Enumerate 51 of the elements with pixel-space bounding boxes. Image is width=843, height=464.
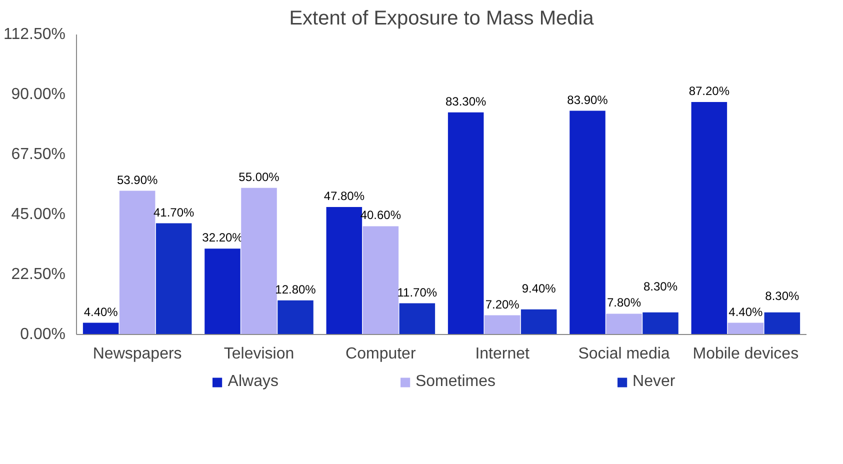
data-label: 8.30% bbox=[765, 288, 800, 303]
bar bbox=[399, 303, 436, 334]
bar bbox=[728, 322, 764, 334]
bar bbox=[606, 314, 642, 334]
bar bbox=[362, 226, 399, 334]
data-label: 87.20% bbox=[688, 84, 730, 98]
x-tick-label: Computer bbox=[346, 346, 416, 362]
y-tick-label: 112.50% bbox=[4, 26, 66, 43]
data-label: 12.80% bbox=[275, 282, 316, 296]
bar bbox=[156, 223, 192, 334]
bar bbox=[241, 188, 277, 334]
data-label: 4.40% bbox=[728, 304, 764, 319]
bar bbox=[448, 112, 484, 334]
bar bbox=[764, 312, 800, 334]
data-label: 53.90% bbox=[116, 172, 158, 187]
data-label: 55.00% bbox=[238, 170, 280, 184]
data-label: 32.20% bbox=[202, 230, 244, 245]
x-tick-label: Newspapers bbox=[92, 346, 182, 362]
data-label: 41.70% bbox=[153, 205, 195, 220]
legend-label: Always bbox=[228, 373, 278, 391]
data-label: 7.80% bbox=[606, 296, 642, 310]
bar bbox=[326, 207, 362, 334]
data-label: 47.80% bbox=[324, 189, 365, 204]
legend-label: Never bbox=[632, 373, 676, 391]
x-tick-label: Social media bbox=[578, 346, 670, 362]
y-tick-label: 67.50% bbox=[11, 146, 66, 163]
x-tick-label: Internet bbox=[475, 346, 530, 362]
data-label: 8.30% bbox=[643, 280, 678, 294]
bar bbox=[520, 309, 557, 334]
data-label: 83.90% bbox=[567, 92, 608, 107]
bar bbox=[204, 248, 240, 334]
x-tick-label: Mobile devices bbox=[692, 346, 799, 362]
y-tick-label: 22.50% bbox=[11, 266, 66, 283]
data-label: 9.40% bbox=[522, 281, 556, 296]
y-tick-label: 90.00% bbox=[11, 86, 66, 103]
bar bbox=[642, 312, 678, 334]
chart-title: Extent of Exposure to Mass Media bbox=[289, 8, 595, 30]
y-tick-label: 0.00% bbox=[20, 326, 66, 343]
bar bbox=[278, 300, 314, 334]
bar bbox=[691, 102, 728, 334]
legend-label: Sometimes bbox=[415, 373, 496, 391]
data-label: 11.70% bbox=[397, 285, 438, 300]
bar bbox=[82, 322, 119, 334]
data-label: 83.30% bbox=[445, 94, 487, 108]
y-tick-label: 45.00% bbox=[11, 206, 66, 223]
bar bbox=[570, 110, 606, 334]
data-label: 4.40% bbox=[84, 304, 118, 319]
bar bbox=[119, 190, 156, 334]
x-tick-label: Television bbox=[224, 346, 294, 362]
data-label: 7.20% bbox=[485, 297, 520, 312]
bar bbox=[484, 315, 520, 334]
